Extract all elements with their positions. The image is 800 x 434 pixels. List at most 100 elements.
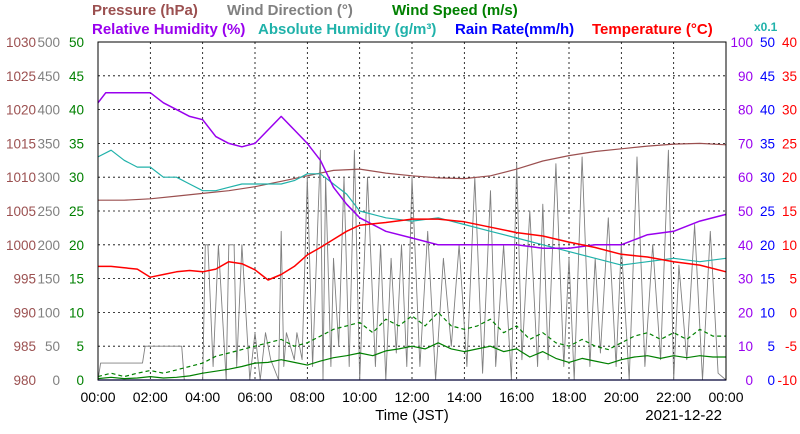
series-line-wind-direction [97, 149, 727, 381]
y-tick-pressure: 990 [13, 305, 36, 320]
y-tick-rain-rate: 35 [760, 136, 775, 151]
y-tick-rain-rate: 15 [760, 272, 775, 287]
x-axis: 00:00 02:00 04:00 06:00 08:00 10:00 12:00 14:00… [80, 389, 743, 405]
y-tick-pressure: 995 [13, 272, 36, 287]
y-tick-temperature: 40 [782, 35, 797, 50]
y-tick-pressure: 1005 [6, 204, 36, 219]
y-tick-wind-speed: 25 [69, 204, 84, 219]
x-tick-label: 10:00 [342, 389, 377, 405]
y-tick-temperature: 30 [782, 103, 797, 118]
y-tick-rain-rate: 5 [767, 339, 775, 354]
y-tick-pressure: 1030 [6, 35, 36, 50]
y-tick-relative-humidity: 60 [738, 170, 753, 185]
y-tick-wind-direction: 100 [37, 305, 60, 320]
plot-frame [97, 41, 727, 381]
y-tick-pressure: 985 [13, 339, 36, 354]
legend-wind-speed: Wind Speed (m/s) [392, 2, 518, 19]
grid [98, 42, 726, 380]
y-tick-rain-rate: 10 [760, 305, 775, 320]
series-line-pressure [98, 142, 727, 201]
y-tick-wind-direction: 250 [37, 204, 60, 219]
y-tick-rain-rate: 20 [760, 238, 775, 253]
y-tick-wind-direction: 50 [45, 339, 60, 354]
series-layer [97, 91, 727, 381]
y-tick-wind-direction: 200 [37, 238, 60, 253]
y-tick-rain-rate: 0 [767, 373, 775, 388]
y-tick-pressure: 1015 [6, 136, 36, 151]
y-tick-relative-humidity: 40 [738, 238, 753, 253]
y-tick-relative-humidity: 70 [738, 136, 753, 151]
y-axes: 9809859909951000100510101015102010251030… [6, 35, 797, 388]
y-tick-wind-direction: 500 [37, 35, 60, 50]
y-tick-pressure: 1010 [6, 170, 36, 185]
y-tick-temperature: -5 [785, 339, 797, 354]
y-tick-rain-rate: 50 [760, 35, 775, 50]
legend-scale-note: x0.1 [754, 20, 778, 34]
legend-relative-humidity: Relative Humidity (%) [92, 21, 245, 38]
series-line-temperature [98, 218, 727, 281]
y-tick-temperature: 10 [782, 238, 797, 253]
y-tick-rain-rate: 25 [760, 204, 775, 219]
y-tick-wind-direction: 150 [37, 272, 60, 287]
y-tick-pressure: 1025 [6, 69, 36, 84]
y-tick-pressure: 980 [13, 373, 36, 388]
series-line-relative-humidity [97, 91, 727, 249]
x-tick-label: 08:00 [290, 389, 325, 405]
y-tick-relative-humidity: 10 [738, 339, 753, 354]
x-tick-label: 02:00 [133, 389, 168, 405]
y-tick-pressure: 1000 [6, 238, 36, 253]
y-tick-wind-direction: 450 [37, 69, 60, 84]
series-line-wind-speed-gust [97, 311, 726, 378]
y-tick-rain-rate: 45 [760, 69, 775, 84]
x-tick-label: 04:00 [185, 389, 220, 405]
y-tick-relative-humidity: 100 [730, 35, 753, 50]
y-tick-temperature: 35 [782, 69, 797, 84]
y-tick-relative-humidity: 90 [738, 69, 753, 84]
series-line-absolute-humidity [97, 149, 727, 266]
y-tick-relative-humidity: 30 [738, 272, 753, 287]
y-tick-wind-direction: 300 [37, 170, 60, 185]
y-tick-wind-speed: 0 [76, 373, 84, 388]
y-tick-wind-speed: 30 [69, 170, 84, 185]
y-tick-wind-speed: 40 [69, 103, 84, 118]
y-tick-relative-humidity: 80 [738, 103, 753, 118]
legend-absolute-humidity: Absolute Humidity (g/m³) [258, 21, 436, 38]
y-tick-temperature: -10 [777, 373, 797, 388]
y-tick-wind-speed: 5 [76, 339, 84, 354]
y-tick-relative-humidity: 20 [738, 305, 753, 320]
y-tick-relative-humidity: 50 [738, 204, 753, 219]
y-tick-wind-direction: 0 [52, 373, 60, 388]
y-tick-temperature: 0 [789, 305, 797, 320]
series-line-wind-speed [97, 342, 726, 380]
x-tick-label: 12:00 [394, 389, 429, 405]
y-tick-wind-speed: 15 [69, 272, 84, 287]
legend-pressure: Pressure (hPa) [92, 2, 198, 19]
y-tick-temperature: 20 [782, 170, 797, 185]
y-tick-pressure: 1020 [6, 103, 36, 118]
x-tick-label: 22:00 [656, 389, 691, 405]
chart-date: 2021-12-22 [645, 407, 722, 424]
y-tick-temperature: 5 [789, 272, 797, 287]
legend-rain-rate: Rain Rate(mm/h) [455, 21, 574, 38]
y-tick-wind-direction: 400 [37, 103, 60, 118]
legend-wind-direction: Wind Direction (°) [227, 2, 353, 19]
y-tick-temperature: 15 [782, 204, 797, 219]
y-tick-rain-rate: 30 [760, 170, 775, 185]
y-tick-temperature: 25 [782, 136, 797, 151]
y-tick-wind-speed: 45 [69, 69, 84, 84]
x-tick-label: 00:00 [80, 389, 115, 405]
y-tick-wind-speed: 35 [69, 136, 84, 151]
y-tick-wind-speed: 50 [69, 35, 84, 50]
y-tick-wind-direction: 350 [37, 136, 60, 151]
y-tick-rain-rate: 40 [760, 103, 775, 118]
x-tick-label: 18:00 [551, 389, 586, 405]
legend-temperature: Temperature (°C) [592, 21, 713, 38]
x-tick-label: 16:00 [499, 389, 534, 405]
y-tick-wind-speed: 20 [69, 238, 84, 253]
y-tick-wind-speed: 10 [69, 305, 84, 320]
x-axis-label: Time (JST) [375, 407, 449, 424]
y-tick-relative-humidity: 0 [745, 373, 753, 388]
x-tick-label: 06:00 [237, 389, 272, 405]
x-tick-label: 14:00 [447, 389, 482, 405]
